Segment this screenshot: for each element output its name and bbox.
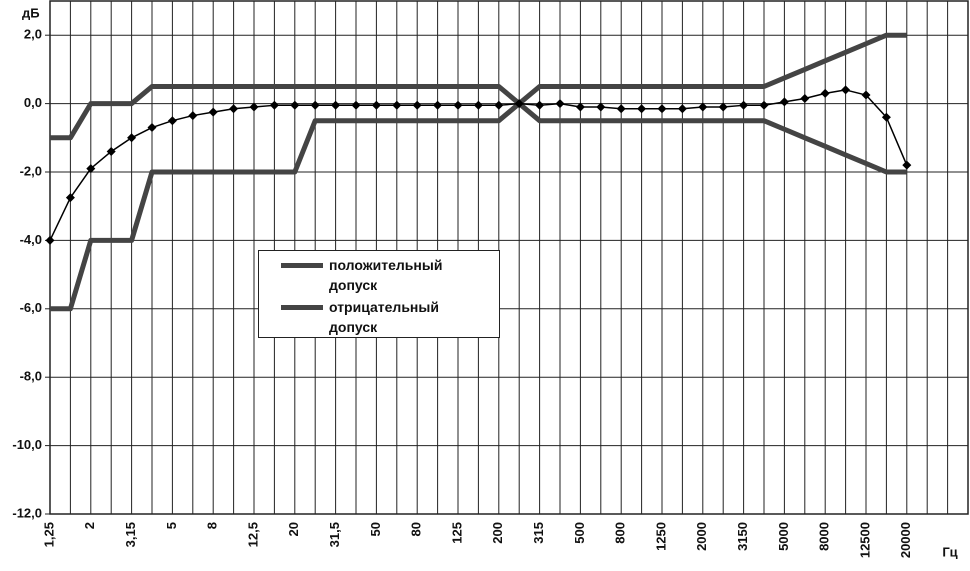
- data-point: [392, 100, 402, 110]
- data-point: [759, 100, 769, 110]
- data-point: [188, 111, 198, 121]
- data-point: [575, 102, 585, 112]
- data-point: [616, 104, 626, 114]
- data-point: [351, 100, 361, 110]
- x-tick-label: 8000: [817, 522, 832, 551]
- y-tick-label: -4,0: [20, 232, 42, 247]
- y-tick-label: -8,0: [20, 369, 42, 384]
- plot-frame: [49, 0, 969, 515]
- data-point: [861, 90, 871, 100]
- data-point: [820, 88, 830, 98]
- data-point: [331, 100, 341, 110]
- legend-swatch: [281, 263, 323, 268]
- x-tick-label: 80: [409, 522, 424, 536]
- x-tick-label: 12,5: [245, 522, 260, 547]
- x-tick-label: 800: [613, 522, 628, 544]
- x-tick-label: 315: [531, 522, 546, 544]
- x-tick-label: 12500: [857, 522, 872, 558]
- x-tick-label: 1250: [653, 522, 668, 551]
- data-point: [718, 102, 728, 112]
- data-point: [412, 100, 422, 110]
- tolerance-line: [50, 101, 907, 312]
- x-tick-label: 50: [368, 522, 383, 536]
- data-point: [106, 146, 116, 156]
- x-tick-label: 31,5: [327, 522, 342, 547]
- data-point: [698, 102, 708, 112]
- y-tick-label: 0,0: [24, 95, 42, 110]
- data-point: [800, 93, 810, 103]
- x-tick-label: 5: [164, 522, 179, 529]
- data-point: [371, 100, 381, 110]
- y-tick-label: -6,0: [20, 300, 42, 315]
- legend-label: отрицательный допуск: [329, 299, 439, 335]
- data-point: [45, 235, 55, 245]
- tolerance-line: [50, 32, 907, 141]
- data-point: [739, 100, 749, 110]
- data-point: [535, 100, 545, 110]
- legend-swatch: [281, 305, 323, 310]
- data-point: [167, 116, 177, 126]
- x-tick-label: 8: [205, 522, 220, 529]
- data-point: [290, 100, 300, 110]
- data-point: [555, 99, 565, 109]
- x-tick-label: 1,25: [41, 522, 56, 547]
- data-point: [453, 100, 463, 110]
- data-point: [637, 104, 647, 114]
- legend-label: положительный допуск: [329, 257, 443, 293]
- data-point: [127, 133, 137, 143]
- x-axis-label: Гц: [942, 544, 957, 559]
- x-tick-label: 200: [490, 522, 505, 544]
- x-tick-label: 500: [572, 522, 587, 544]
- data-point: [473, 100, 483, 110]
- y-tick-label: -2,0: [20, 163, 42, 178]
- x-tick-label: 20: [286, 522, 301, 536]
- data-point: [494, 100, 504, 110]
- data-point: [514, 99, 524, 109]
- data-point: [881, 112, 891, 122]
- data-point: [841, 85, 851, 95]
- data-point: [310, 100, 320, 110]
- data-point: [65, 193, 75, 203]
- data-point: [249, 102, 259, 112]
- y-tick-label: -10,0: [12, 437, 42, 452]
- x-tick-label: 3150: [735, 522, 750, 551]
- data-point: [596, 102, 606, 112]
- y-tick-label: -12,0: [12, 505, 42, 520]
- data-point: [657, 104, 667, 114]
- data-point: [433, 100, 443, 110]
- data-point: [229, 104, 239, 114]
- legend: положительный допуск отрицательный допуск: [258, 250, 500, 338]
- data-point: [147, 123, 157, 133]
- x-tick-label: 5000: [776, 522, 791, 551]
- data-point: [86, 164, 96, 174]
- x-tick-label: 2: [82, 522, 97, 529]
- data-point: [208, 107, 218, 117]
- x-tick-label: 2000: [694, 522, 709, 551]
- data-point: [677, 104, 687, 114]
- data-point: [902, 160, 912, 170]
- data-point: [269, 100, 279, 110]
- data-point: [779, 97, 789, 107]
- x-tick-label: 125: [449, 522, 464, 544]
- x-tick-label: 20000: [898, 522, 913, 558]
- x-tick-label: 3,15: [123, 522, 138, 547]
- y-tick-label: 2,0: [24, 27, 42, 42]
- y-axis-label: дБ: [22, 5, 40, 20]
